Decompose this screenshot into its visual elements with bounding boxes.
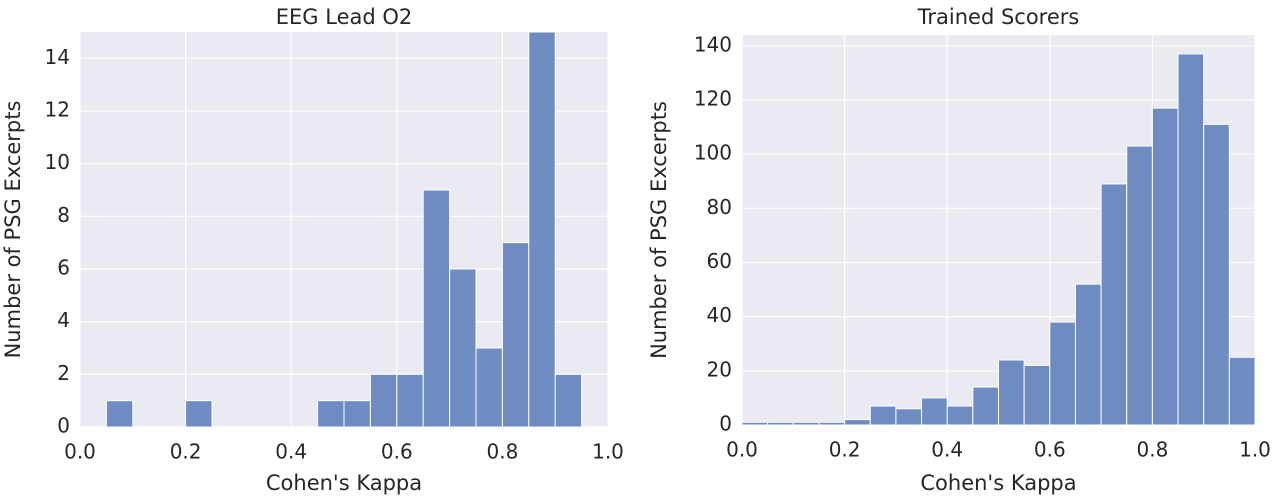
bar [1203,123,1230,426]
y-tick-label: 60 [707,249,732,273]
bar [998,359,1025,426]
y-tick-label: 8 [57,203,70,227]
bar [946,405,974,426]
x-tick-label: 0.4 [275,440,307,464]
bar [317,400,345,428]
y-tick-label: 4 [57,308,70,332]
bar [869,405,897,426]
chart: 0.0 0.2 0.4 0.6 0.8 1.0 0 2 4 6 8 10 12 14 EEG Lead O2… [1,5,624,495]
x-tick-label: 0.6 [1034,438,1066,462]
bar [1100,183,1128,426]
y-tick-label: 100 [694,141,732,165]
y-tick-label: 12 [45,98,70,122]
y-tick-label: 2 [57,361,70,385]
x-tick-label: 0.2 [829,438,861,462]
bar [844,419,871,426]
bar [369,373,398,428]
x-tick-label: 1.0 [1239,438,1271,462]
y-tick-label: 140 [694,32,732,56]
chart-title: EEG Lead O2 [276,5,413,29]
x-tick-label: 0.0 [726,438,758,462]
y-tick-label: 14 [45,45,70,69]
x-axis-label: Cohen's Kappa [920,471,1076,495]
y-tick-label: 10 [45,150,70,174]
x-tick-label: 0.8 [1136,438,1168,462]
x-tick-label: 0.2 [170,440,202,464]
bar [475,347,503,428]
bar [185,400,213,428]
bar [1126,145,1153,426]
y-tick-label: 80 [707,195,732,219]
bar [741,421,769,426]
bar [1023,364,1051,426]
bar [105,400,134,428]
y-tick-label: 0 [719,412,732,436]
x-tick-label: 0.6 [381,440,413,464]
bar [554,373,583,428]
bar [343,400,371,428]
bar [1177,53,1205,426]
bar [1074,283,1102,426]
bar [528,31,556,428]
bar [921,397,948,426]
chart-title: Trained Scorers [917,5,1080,29]
bar [972,386,999,426]
bar [1049,321,1076,426]
y-tick-label: 20 [707,357,732,381]
bar [895,408,923,426]
y-tick-label: 6 [57,256,70,280]
y-axis-label: Number of PSG Excerpts [647,101,671,359]
bar [449,268,477,428]
x-tick-label: 0.4 [931,438,963,462]
chart: 0.0 0.2 0.4 0.6 0.8 1.0 0 20 40 60 80 100 120 140 Trai… [647,5,1271,495]
bar [1228,356,1256,426]
x-tick-label: 0.8 [486,440,518,464]
y-axis-label: Number of PSG Excerpts [1,101,25,359]
bar [501,242,530,428]
bar [767,421,794,426]
bar [422,189,451,428]
y-tick-label: 40 [707,303,732,327]
x-tick-label: 1.0 [592,440,624,464]
bar [818,421,846,426]
bar [396,373,424,428]
x-tick-label: 0.0 [64,440,96,464]
y-tick-label: 120 [694,87,732,111]
x-axis-label: Cohen's Kappa [266,471,422,495]
bar [792,421,820,426]
bar [1151,107,1179,426]
y-tick-label: 0 [57,414,70,438]
